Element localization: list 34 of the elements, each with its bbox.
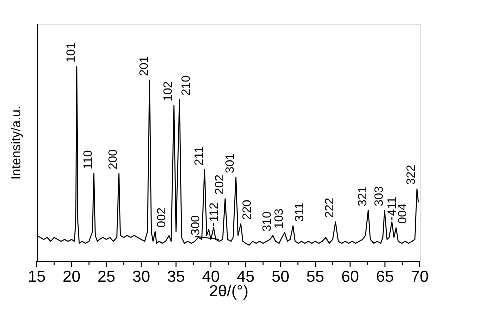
x-axis-title: 2θ/(°) bbox=[209, 284, 249, 300]
y-axis-title: Intensity/a.u. bbox=[8, 106, 24, 180]
x-tick-label: 15 bbox=[28, 269, 46, 286]
annotation: 202 bbox=[212, 174, 226, 195]
annotation: 220 bbox=[240, 200, 254, 220]
annotation: 310 bbox=[260, 211, 274, 232]
annotation: 311 bbox=[292, 202, 306, 222]
annotation: 322 bbox=[404, 164, 418, 186]
annotation: 211 bbox=[192, 146, 206, 166]
x-tick-label: 55 bbox=[306, 269, 325, 286]
x-tick-label: 50 bbox=[272, 269, 290, 286]
annotation: 103 bbox=[272, 208, 286, 229]
annotation: 002 bbox=[154, 208, 168, 228]
annotation: 301 bbox=[223, 153, 238, 174]
x-tick-label: 25 bbox=[98, 269, 116, 286]
x-tick-label: 40 bbox=[202, 269, 220, 286]
x-tick-label: 35 bbox=[167, 269, 186, 286]
annotation: 101 bbox=[64, 42, 78, 63]
annotation: 112 bbox=[206, 202, 221, 222]
x-tick-label: 70 bbox=[411, 269, 429, 286]
x-tick-label: 65 bbox=[376, 269, 394, 286]
x-tick-label: 20 bbox=[62, 269, 81, 286]
annotation: 300 bbox=[188, 215, 202, 236]
annotation: 201 bbox=[136, 56, 151, 76]
annotation: 210 bbox=[178, 75, 193, 96]
annotation: 102 bbox=[161, 81, 176, 102]
annotation: 200 bbox=[106, 149, 120, 170]
x-tick-label: 30 bbox=[132, 269, 150, 286]
x-tick-label: 45 bbox=[237, 269, 255, 286]
annotation: 321 bbox=[355, 186, 370, 206]
annotation: 222 bbox=[322, 198, 337, 218]
annotation: 303 bbox=[372, 186, 386, 206]
x-tick-label: 60 bbox=[341, 269, 360, 286]
annotation: 110 bbox=[81, 150, 96, 170]
